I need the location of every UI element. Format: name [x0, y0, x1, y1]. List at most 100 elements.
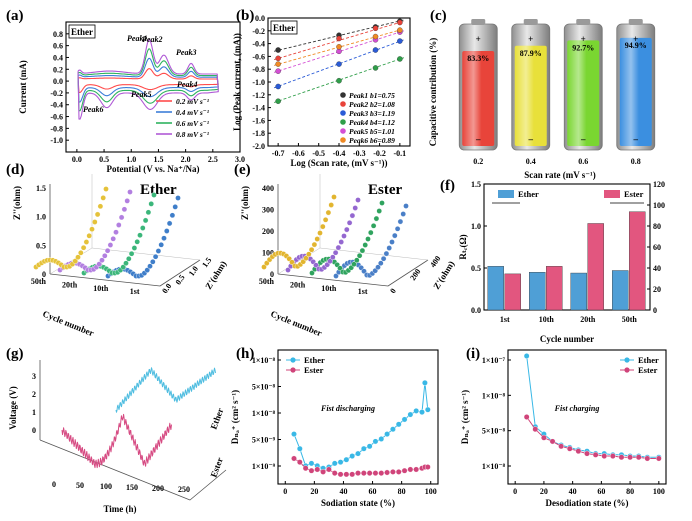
data-point [275, 55, 281, 62]
impedance-point [148, 201, 154, 207]
legend-label: Ether [304, 355, 325, 365]
y-tick-label: 0.5 [471, 264, 481, 273]
y2-tick-label: 20 [653, 285, 661, 294]
impedance-point [137, 232, 143, 238]
legend-label: Peak3 b3=1.19 [349, 109, 395, 118]
y-axis-label: Z''(ohm) [240, 186, 250, 220]
x-tick-label: 0.4 [526, 157, 536, 166]
impedance-point [83, 239, 90, 245]
impedance-point [161, 235, 167, 241]
legend-label-ester: Ester [624, 189, 644, 199]
tag-box [68, 24, 96, 39]
y-tick-label: 1.0 [471, 222, 481, 231]
x-tick-label: 40 [339, 487, 347, 496]
battery-cap [576, 19, 591, 25]
data-point [413, 407, 420, 414]
y-tick-label: 0.5 [36, 241, 46, 250]
impedance-point [172, 204, 178, 210]
y-tick-label: -1.8 [252, 129, 265, 138]
y-tick-label: -1.0 [252, 78, 265, 87]
data-point [401, 416, 408, 423]
data-point [419, 409, 425, 416]
rct-bar-ester [587, 223, 604, 311]
floor-edge [277, 259, 429, 287]
impedance-point [303, 255, 309, 262]
bar-shine [567, 40, 600, 146]
data-point [407, 466, 414, 473]
plot-frame [277, 349, 439, 485]
y2-tick-label: 120 [653, 180, 665, 189]
data-point [424, 464, 431, 470]
y-axis-label: Z''(ohm) [12, 186, 22, 220]
impedance-point [131, 245, 138, 251]
data-point [302, 465, 309, 472]
x-axis-label: Potential (V vs. Na⁺/Na) [106, 164, 199, 174]
impedance-point [389, 239, 395, 245]
x-tick-label: 60 [369, 487, 377, 496]
z-tick-label: 20th [290, 280, 306, 289]
x-tick-label: -0.2 [373, 149, 386, 158]
impedance-point [121, 206, 128, 213]
plot-frame [507, 349, 667, 485]
y-tick-label: 1×10⁻⁸ [252, 356, 276, 365]
impedance-point [147, 263, 153, 270]
rct-bar-ester [504, 273, 521, 311]
battery-cap [523, 19, 538, 25]
y-tick-label: -0.8 [252, 65, 265, 74]
x-tick-label: 1.5 [153, 155, 163, 164]
data-point [366, 470, 373, 477]
data-point [331, 460, 338, 467]
y-tick-label: -0.4 [252, 40, 265, 49]
value-label: 83.3% [467, 54, 489, 63]
impedance-point [127, 189, 133, 195]
data-point [390, 468, 396, 475]
diffusion-line-ether [526, 355, 659, 458]
x-tick-label: 0 [388, 287, 398, 295]
y2-tick-label: 60 [653, 243, 661, 252]
data-point [378, 470, 385, 477]
y-tick-label: -1.4 [252, 104, 265, 113]
plus-sign: + [528, 34, 533, 44]
x-tick-label: 250 [178, 485, 190, 494]
impedance-point [380, 255, 387, 262]
peak-label-6: Peak6 [83, 105, 103, 114]
data-point [343, 456, 350, 463]
value-label: 87.9% [520, 49, 542, 58]
fit-line-4 [273, 57, 405, 103]
minus-sign: – [528, 134, 534, 144]
data-point [296, 445, 303, 452]
data-point [308, 460, 315, 467]
x-tick-label: 0.2 [473, 157, 483, 166]
x-tick-label: 0.6 [578, 157, 588, 166]
panel-i: (i) 0 20 40 60 80 100 1×10⁻⁸ 5×10⁻⁸ 1×10⁻⁸ 1×10⁻⁷ D… [460, 346, 667, 508]
impedance-point [328, 202, 335, 208]
tag-ether: Ether [71, 27, 93, 37]
peak-label-3: Peak3 [176, 48, 196, 57]
data-point [566, 445, 573, 452]
peak-label-1: Peak1 [127, 34, 147, 43]
impedance-point [365, 236, 371, 242]
x-tick-label: 1.5 [200, 256, 213, 269]
x-tick-label: 80 [626, 487, 634, 496]
legend-marker [624, 367, 630, 373]
x-axis-label: Time (h) [103, 504, 136, 514]
impedance-point [325, 209, 332, 216]
data-point [372, 65, 379, 71]
panel-label-e: (e) [234, 162, 251, 178]
x-tick-label: -0.5 [312, 149, 325, 158]
impedance-point [289, 259, 295, 266]
x-tick-label: 60 [597, 487, 605, 496]
fit-line-5 [273, 30, 405, 73]
impedance-point [397, 218, 404, 225]
data-point [320, 468, 326, 475]
legend-swatch-ether [498, 190, 514, 198]
y-tick-label: 1×10⁻⁹ [252, 462, 276, 471]
y-tick-label: 1×10⁻⁷ [482, 356, 506, 365]
panel-label-g: (g) [6, 346, 24, 362]
impedance-point [75, 254, 81, 261]
legend-label: Peak1 b1=0.75 [349, 91, 395, 100]
y-tick-label: 0.4 [53, 53, 63, 62]
fit-line-3 [273, 39, 405, 89]
diffusion-line-ether [293, 382, 429, 469]
